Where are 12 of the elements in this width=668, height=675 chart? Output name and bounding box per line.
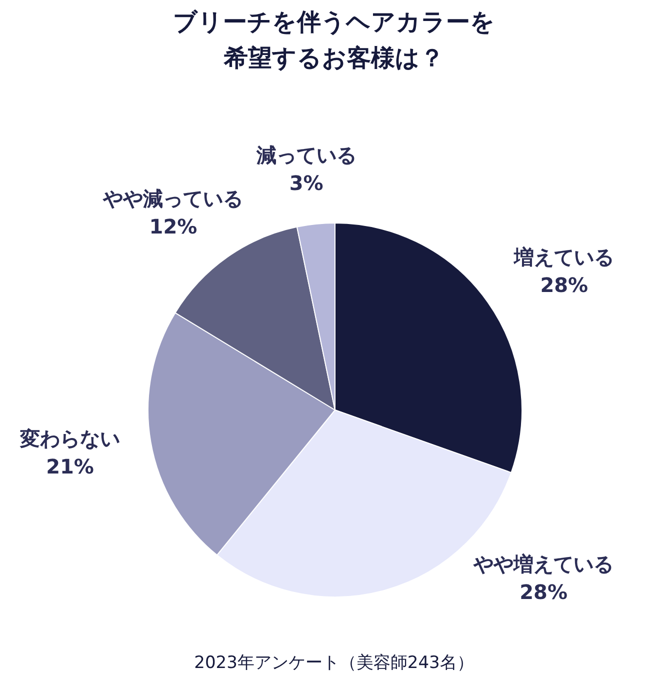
text: 2023年アンケート（美容師243名）	[194, 653, 474, 673]
chart-title: ブリーチを伴うヘアカラーを希望するお客様は？	[173, 8, 495, 72]
data-label: 28%	[520, 580, 568, 604]
slice-label: 減っている	[255, 143, 356, 168]
data-label: 3%	[289, 171, 324, 196]
slice-label: 増えている	[513, 244, 614, 269]
slice-label: やや減っている	[102, 186, 244, 210]
data-label: 12%	[149, 214, 198, 238]
data-label: 21%	[46, 454, 94, 478]
data-label: 28%	[540, 272, 588, 297]
slice-label: やや増えている	[472, 552, 614, 576]
slice-label: 変わらない	[19, 426, 120, 450]
